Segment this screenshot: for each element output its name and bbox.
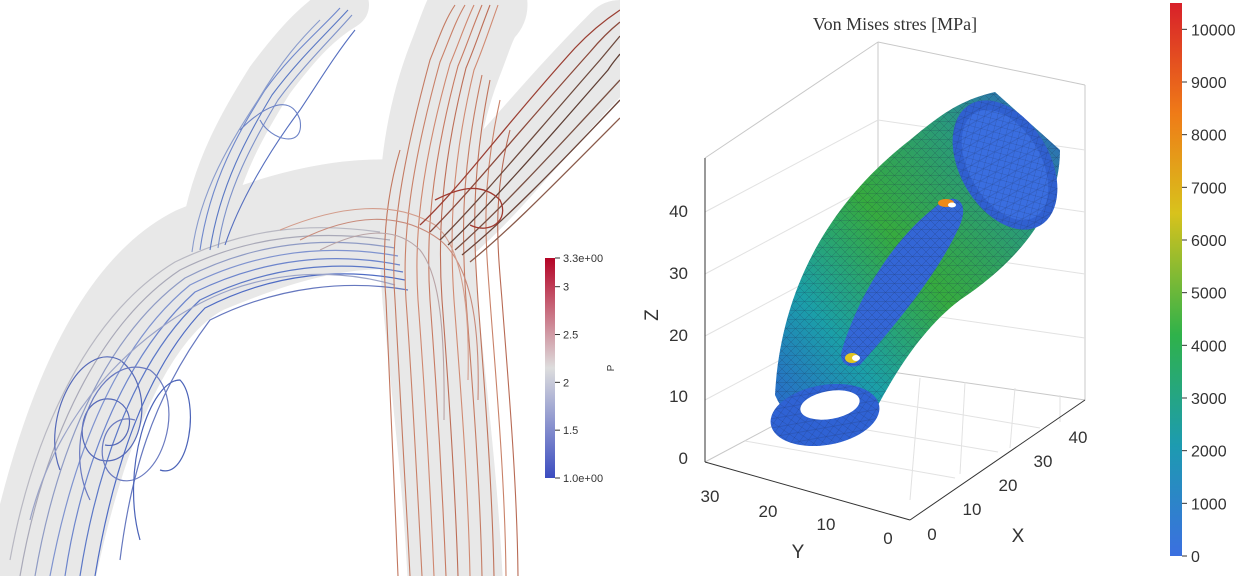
- pressure-colorbar-max-label: 3.3e+00: [563, 253, 603, 265]
- pressure-colorbar-tick-label: 3: [563, 282, 569, 294]
- stress-colorbar-tick-label: 3000: [1191, 391, 1227, 408]
- stress-plot-panel: Von Mises stres [MPa]: [620, 0, 1248, 576]
- stress-colorbar-tick-label: 0: [1191, 549, 1200, 566]
- z-tick: 20: [669, 326, 688, 345]
- pressure-colorbar-ticks: 3 2.5 2 1.5: [555, 282, 578, 437]
- pressure-colorbar-tick-label: 2: [563, 377, 569, 389]
- stress-colorbar: 1000090008000700060005000400030002000100…: [1170, 3, 1236, 566]
- z-tick: 30: [669, 264, 688, 283]
- z-axis-label: Z: [642, 309, 663, 321]
- z-tick: 10: [669, 387, 688, 406]
- y-tick: 10: [817, 515, 836, 534]
- streamlines-right-vessel: [279, 4, 519, 577]
- pressure-colorbar-variable-label: P: [606, 364, 617, 371]
- x-tick: 40: [1069, 428, 1088, 447]
- x-tick: 30: [1034, 452, 1053, 471]
- z-axis: 0 10 20 30 40 Z: [642, 202, 688, 468]
- stress-colorbar-ticks: 1000090008000700060005000400030002000100…: [1182, 22, 1236, 566]
- stress-colorbar-tick-label: 9000: [1191, 75, 1227, 92]
- axis-lines: [704, 158, 1086, 521]
- pressure-colorbar-tick-label: 1.5: [563, 425, 578, 437]
- x-tick: 20: [999, 476, 1018, 495]
- y-axis-label: Y: [792, 542, 805, 563]
- stress-plot-title: Von Mises stres [MPa]: [813, 14, 977, 34]
- z-tick: 0: [679, 449, 688, 468]
- stress-colorbar-tick-label: 1000: [1191, 496, 1227, 513]
- stress-plot: Von Mises stres [MPa]: [642, 3, 1236, 566]
- streamline-panel: 3 2.5 2 1.5 3.3e+00 1.0e+00 P: [0, 0, 660, 581]
- pressure-colorbar-tick-label: 2.5: [563, 330, 578, 342]
- pressure-colorbar-min-label: 1.0e+00: [563, 473, 603, 485]
- y-tick: 30: [701, 487, 720, 506]
- vessel-surface: [0, 0, 660, 581]
- x-tick: 10: [963, 500, 982, 519]
- streamlines-left-vessel: [9, 227, 409, 577]
- stress-colorbar-tick-label: 8000: [1191, 128, 1227, 145]
- x-axis: 0 10 20 30 40 X: [927, 428, 1087, 547]
- stress-colorbar-tick-label: 2000: [1191, 444, 1227, 461]
- stress-colorbar-bar: [1170, 3, 1182, 556]
- pressure-colorbar: 3 2.5 2 1.5 3.3e+00 1.0e+00 P: [545, 253, 617, 485]
- y-tick: 20: [759, 502, 778, 521]
- z-tick: 40: [669, 202, 688, 221]
- streamlines-upper-branch: [191, 7, 356, 253]
- stress-tube-body: [770, 92, 1060, 447]
- y-axis: 30 20 10 0 Y: [701, 487, 893, 563]
- stress-colorbar-tick-label: 10000: [1191, 22, 1236, 39]
- x-axis-label: X: [1012, 526, 1025, 547]
- streamlines-right-branch: [419, 9, 621, 263]
- stress-colorbar-tick-label: 5000: [1191, 286, 1227, 303]
- y-tick: 0: [883, 529, 892, 548]
- pressure-colorbar-bar: [545, 258, 555, 478]
- x-tick: 0: [927, 525, 936, 544]
- stress-colorbar-tick-label: 4000: [1191, 338, 1227, 355]
- stress-colorbar-tick-label: 6000: [1191, 233, 1227, 250]
- streamline-view: 3 2.5 2 1.5 3.3e+00 1.0e+00 P: [0, 0, 660, 581]
- stress-colorbar-tick-label: 7000: [1191, 180, 1227, 197]
